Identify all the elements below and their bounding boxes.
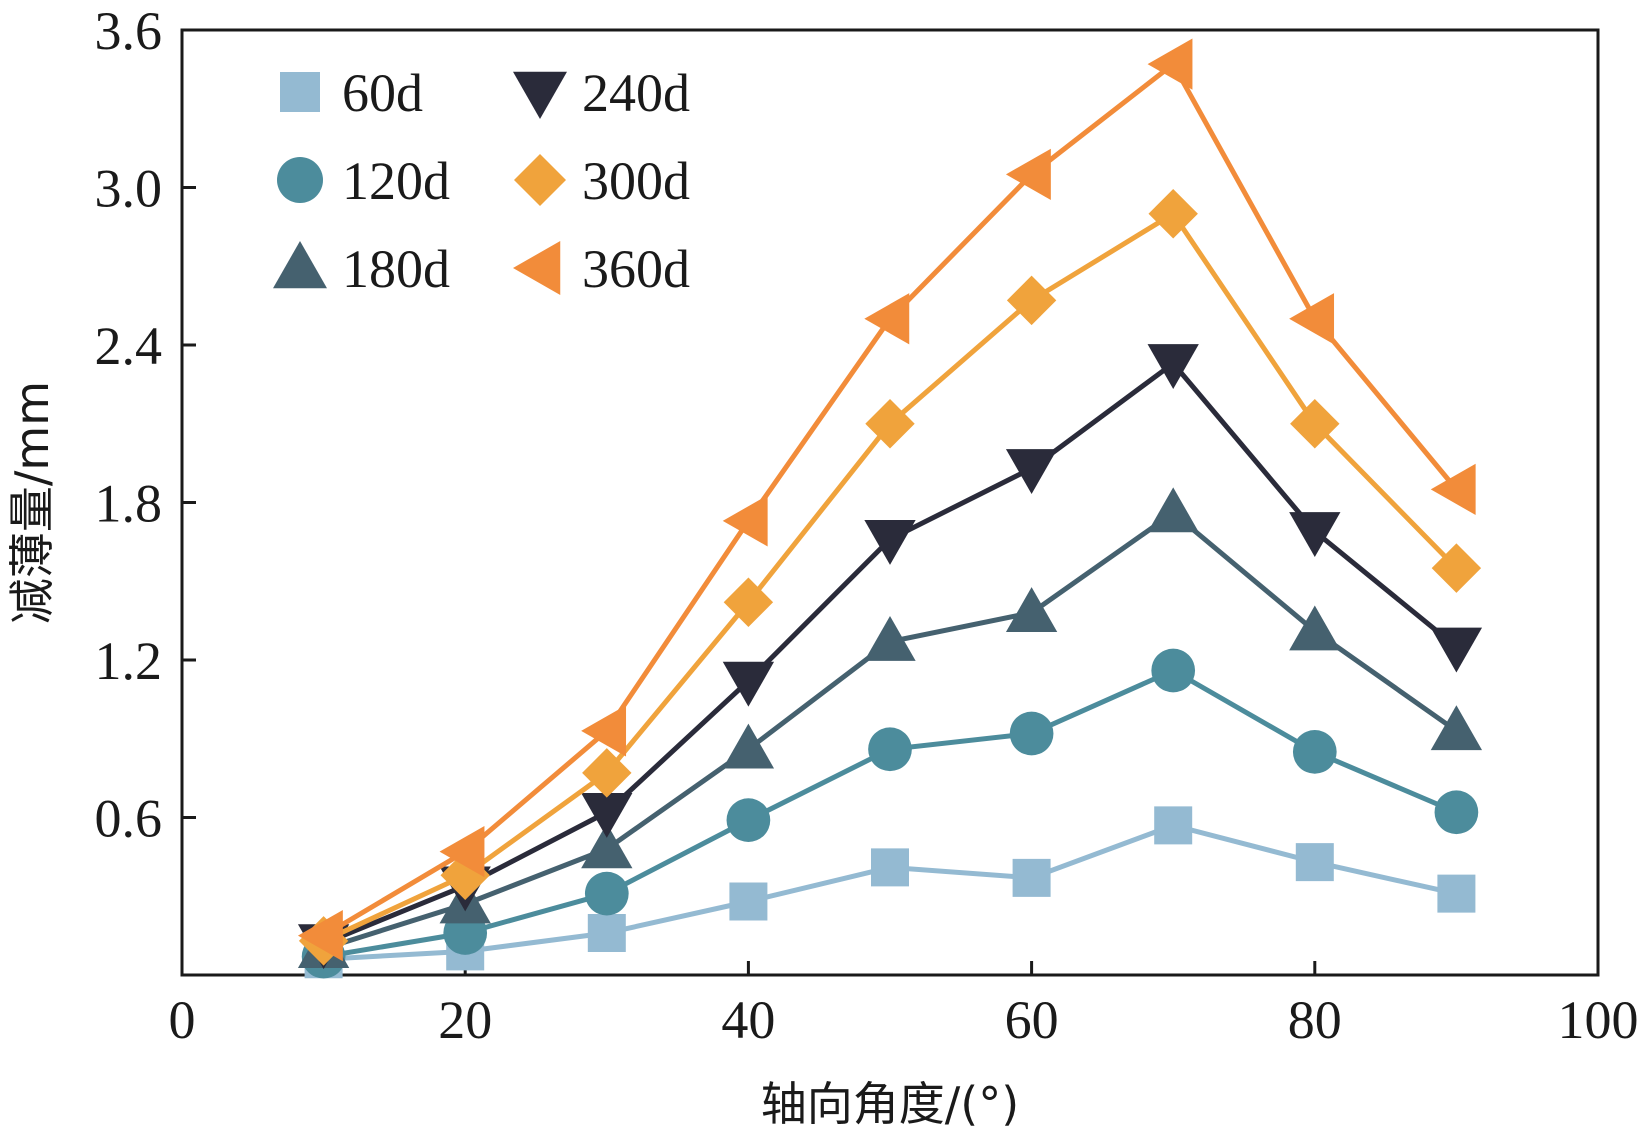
series-120d xyxy=(301,648,1479,979)
data-point-240d xyxy=(1289,512,1341,558)
legend-label-120d: 120d xyxy=(342,151,450,211)
x-tick-label: 0 xyxy=(169,990,196,1050)
data-point-120d xyxy=(1292,730,1337,774)
data-point-360d xyxy=(1430,463,1476,516)
y-tick-label: 1.2 xyxy=(95,631,163,691)
legend-marker-240d xyxy=(513,71,567,119)
legend-marker-300d xyxy=(514,154,566,206)
legend: 60d 120d 180d 240d 300d 360d xyxy=(273,63,690,299)
data-point-300d xyxy=(1290,399,1340,449)
legend-marker-60d xyxy=(280,72,320,112)
legend-label-180d: 180d xyxy=(342,239,450,299)
y-tick-label: 2.4 xyxy=(95,316,163,376)
data-point-120d xyxy=(726,798,771,842)
y-tick-label: 1.8 xyxy=(95,474,163,534)
data-point-180d xyxy=(1147,487,1199,533)
data-point-60d xyxy=(1012,858,1051,897)
data-point-360d xyxy=(581,705,627,757)
data-point-120d xyxy=(1434,790,1479,835)
series-line-120d xyxy=(323,667,1458,960)
data-point-360d xyxy=(864,293,910,345)
data-point-360d xyxy=(1289,293,1335,345)
data-point-120d xyxy=(1009,711,1054,756)
legend-marker-120d xyxy=(277,157,323,203)
x-tick-label: 20 xyxy=(438,990,492,1050)
data-point-60d xyxy=(871,848,909,887)
data-point-180d xyxy=(722,723,775,769)
data-point-300d xyxy=(1431,543,1482,593)
legend-marker-360d xyxy=(513,241,561,295)
legend-label-300d: 300d xyxy=(582,151,690,211)
data-point-120d xyxy=(1151,648,1196,693)
data-point-60d xyxy=(1154,806,1193,845)
data-point-300d xyxy=(1006,275,1057,326)
data-point-360d xyxy=(1005,148,1051,201)
data-point-180d xyxy=(1430,705,1483,751)
y-tick-label: 3.0 xyxy=(95,159,163,219)
y-tick-label: 3.6 xyxy=(95,1,163,61)
data-point-300d xyxy=(1148,189,1198,239)
data-point-180d xyxy=(581,823,633,869)
x-tick-label: 100 xyxy=(1558,990,1639,1050)
data-point-240d xyxy=(1430,627,1483,673)
data-point-240d xyxy=(864,520,916,565)
data-point-240d xyxy=(581,793,633,838)
data-point-240d xyxy=(722,661,775,707)
data-point-60d xyxy=(1437,874,1476,913)
x-tick-label: 80 xyxy=(1288,990,1342,1050)
x-tick-label: 40 xyxy=(721,990,775,1050)
data-point-240d xyxy=(1005,449,1058,495)
data-point-120d xyxy=(584,871,629,916)
data-point-120d xyxy=(868,727,912,772)
legend-label-60d: 60d xyxy=(342,63,423,123)
data-point-60d xyxy=(729,882,768,921)
data-point-60d xyxy=(1295,843,1334,882)
data-point-180d xyxy=(1289,605,1341,651)
x-axis-title: 轴向角度/(°) xyxy=(761,1077,1019,1131)
x-tick-label: 60 xyxy=(1005,990,1059,1050)
data-point-300d xyxy=(723,577,774,627)
legend-label-360d: 360d xyxy=(582,239,690,299)
data-point-360d xyxy=(297,909,343,962)
legend-label-240d: 240d xyxy=(582,63,690,123)
data-point-180d xyxy=(864,615,916,661)
data-point-360d xyxy=(439,825,485,878)
data-point-60d xyxy=(587,914,626,952)
data-point-360d xyxy=(1147,38,1193,90)
y-tick-label: 0.6 xyxy=(95,789,163,849)
data-point-180d xyxy=(1005,587,1058,632)
data-point-300d xyxy=(582,748,632,798)
data-point-300d xyxy=(865,399,915,449)
data-point-360d xyxy=(722,495,768,547)
y-axis-title: 减薄量/mm xyxy=(5,381,59,624)
data-point-240d xyxy=(1147,344,1199,390)
series-360d xyxy=(297,38,1476,962)
legend-marker-180d xyxy=(273,241,327,289)
